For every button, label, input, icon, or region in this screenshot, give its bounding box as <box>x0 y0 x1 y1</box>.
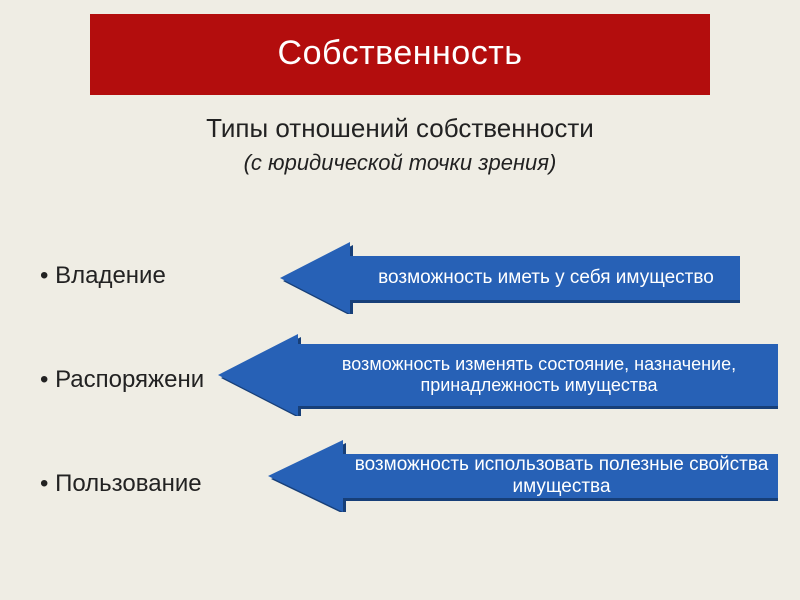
bullet-use: Пользование <box>40 470 202 498</box>
content-area: Владение Распоряжени Пользование возможн… <box>40 242 780 594</box>
arrow-disposal: возможность изменять состояние, назначен… <box>218 334 778 416</box>
subtitle: Типы отношений собственности <box>0 113 800 144</box>
arrow-ownership: возможность иметь у себя имущество <box>280 242 740 314</box>
title-bar: Собственность <box>90 14 710 95</box>
arrow-disposal-label: возможность изменять состояние, назначен… <box>302 344 776 406</box>
title-text: Собственность <box>278 34 523 72</box>
arrow-use-label: возможность использовать полезные свойст… <box>347 454 776 498</box>
bullet-ownership: Владение <box>40 262 166 290</box>
arrow-ownership-label: возможность иметь у себя имущество <box>354 256 738 300</box>
bullet-disposal: Распоряжени <box>40 366 204 394</box>
arrow-use: возможность использовать полезные свойст… <box>268 440 778 512</box>
subtitle-emphasis: (с юридической точки зрения) <box>0 150 800 176</box>
